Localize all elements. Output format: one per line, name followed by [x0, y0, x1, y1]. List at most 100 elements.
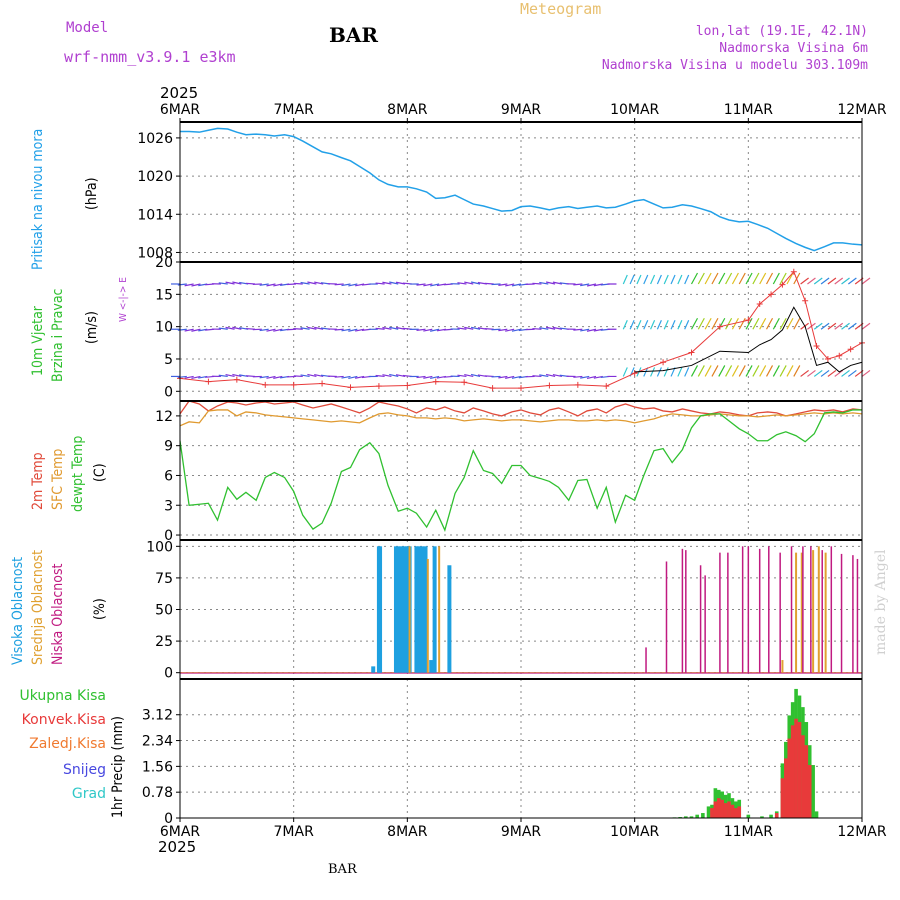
wind-arrow — [505, 283, 515, 287]
conv-precip-bar — [807, 765, 812, 818]
wind-arrow — [704, 365, 712, 377]
high-cloud-bar — [432, 546, 437, 673]
altitude-info: Nadmorska Visina 6m — [719, 41, 868, 56]
gust-marker — [461, 379, 468, 386]
x-tick-label-top: 6MAR — [160, 102, 201, 118]
wind-arrow — [738, 365, 746, 377]
total-precip-bar — [684, 816, 688, 818]
y-tick-label: 50 — [155, 603, 173, 619]
year-bottom: 2025 — [158, 838, 197, 856]
wind-arrow — [416, 375, 426, 379]
wind-arrow — [580, 375, 590, 379]
wind-arrow — [752, 272, 760, 285]
wind-arrow — [586, 375, 597, 380]
gust-marker — [802, 297, 809, 304]
conv-precip-bar — [730, 804, 735, 818]
wind-arrow — [498, 283, 508, 286]
wind-arrow — [684, 367, 690, 377]
wind-arrow — [273, 375, 283, 379]
x-tick-label-top: 7MAR — [274, 102, 315, 118]
gust-marker — [631, 370, 638, 377]
wind-arrow — [177, 375, 187, 379]
wind-arrow — [177, 283, 187, 286]
wind-arrow — [643, 319, 649, 330]
conv-precip-bar — [797, 722, 802, 818]
wind-arrow — [704, 317, 712, 330]
wind-arrow — [813, 322, 823, 330]
wind-arrow — [375, 282, 385, 285]
wind-arrow — [786, 272, 794, 285]
wind-arrow — [813, 369, 823, 377]
wind-arrow — [532, 375, 542, 378]
x-tick-label-bottom: 7MAR — [274, 824, 315, 840]
wind-arrow — [232, 281, 242, 285]
conv-precip-bar — [801, 735, 805, 818]
wind-arrow — [800, 277, 809, 285]
wind-arrow — [793, 317, 801, 330]
wind-arrow — [225, 373, 235, 378]
wind-arrow — [232, 373, 242, 378]
wind-arrow — [834, 369, 844, 377]
high-cloud-bar — [405, 546, 410, 673]
wind-arrow — [430, 375, 440, 380]
conv-precip-bar — [713, 801, 718, 818]
wind-arrow — [684, 274, 690, 285]
wind-arrow — [552, 281, 563, 285]
low-cloud-bar — [681, 548, 684, 673]
wind-arrow — [389, 373, 399, 378]
panel-frame — [179, 400, 863, 541]
wind-arrow — [861, 277, 871, 285]
high-cloud-bar — [429, 660, 434, 673]
y-tick-label: 1020 — [137, 169, 173, 185]
y-tick-label: 5 — [164, 352, 173, 368]
wind-arrow — [184, 328, 194, 332]
low-cloud-bar — [810, 546, 812, 673]
wind-arrow — [382, 374, 392, 378]
wind-arrow — [684, 319, 690, 330]
wind-arrow — [573, 283, 583, 286]
wind-arrow — [786, 317, 794, 330]
wind-arrow — [643, 367, 649, 377]
conv-precip-bar — [720, 799, 724, 818]
legend-snow: Snijeg — [62, 762, 106, 778]
low-cloud-bar — [665, 561, 668, 673]
wind-arrow — [786, 365, 794, 377]
low-cloud-bar — [747, 546, 750, 673]
wind-arrow — [841, 369, 850, 377]
low-cloud-bar — [741, 546, 744, 673]
legend-hail: Grad — [71, 786, 106, 802]
model-altitude-info: Nadmorska Visina u modelu 303.109m — [601, 58, 868, 73]
wind-arrow — [382, 326, 392, 330]
wind-arrow — [663, 367, 669, 377]
wind-arrow — [464, 373, 474, 378]
wind-arrow — [314, 373, 324, 378]
wind-arrow — [552, 326, 563, 330]
wind-arrow — [539, 374, 549, 378]
low-cloud-bar — [830, 546, 833, 673]
total-precip-bar — [814, 811, 819, 818]
low-cloud-bar — [779, 552, 781, 673]
wind-arrow — [348, 328, 358, 332]
gust-marker — [375, 383, 382, 390]
x-tick-label-bottom: 6MAR — [160, 824, 201, 840]
wind-arrow — [191, 283, 201, 287]
wind-arrow — [636, 319, 642, 330]
conv-precip-bar — [780, 778, 785, 818]
wind-arrow — [841, 322, 850, 330]
wind-arrow — [725, 317, 733, 330]
mid-cloud-bar — [438, 546, 441, 673]
total-precip-bar — [689, 816, 694, 818]
wind-arrow — [827, 322, 837, 330]
y-tick-label: 1008 — [137, 245, 173, 261]
high-cloud-bar — [420, 546, 425, 673]
conv-precip-bar — [790, 725, 795, 818]
conv-precip-bar — [794, 718, 798, 818]
gust-marker — [779, 281, 786, 288]
wind-arrow — [470, 326, 481, 330]
wind-arrow — [464, 281, 474, 285]
total-precip-bar — [811, 765, 815, 818]
gust-marker — [290, 381, 297, 388]
y-tick-label: 10 — [155, 320, 173, 336]
low-cloud-bar — [790, 546, 793, 673]
